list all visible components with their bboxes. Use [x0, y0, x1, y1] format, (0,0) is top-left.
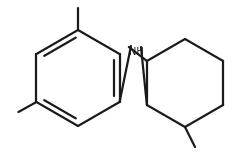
- Text: NH: NH: [129, 47, 143, 57]
